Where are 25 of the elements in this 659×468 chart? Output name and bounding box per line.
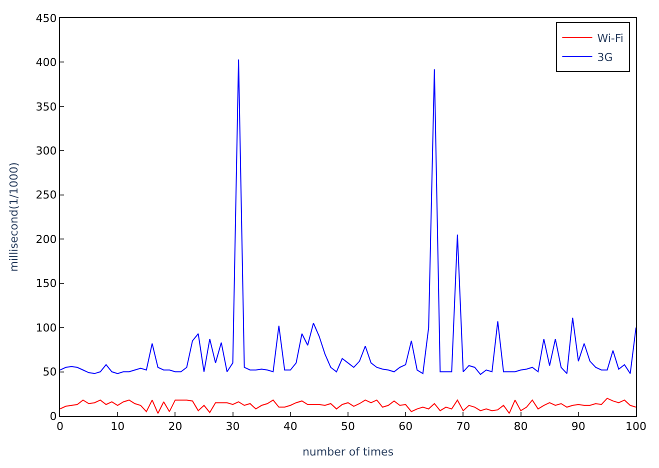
y-tick-label: 0: [50, 410, 57, 423]
legend-label: Wi-Fi: [597, 32, 624, 45]
x-tick-label: 90: [571, 420, 586, 434]
x-tick-label: 50: [341, 420, 355, 434]
x-axis-title: number of times: [302, 445, 394, 458]
y-tick-label: 200: [36, 232, 57, 246]
y-tick-label: 150: [36, 277, 57, 290]
x-tick-label: 70: [456, 420, 470, 434]
x-tick-label: 100: [626, 420, 646, 434]
y-tick-label: 300: [36, 144, 57, 158]
x-tick-label: 40: [283, 420, 298, 434]
x-tick-label: 10: [110, 420, 125, 434]
x-tick-label: 60: [398, 420, 413, 434]
y-tick-label: 400: [36, 56, 57, 70]
x-tick-label: 30: [226, 420, 240, 434]
legend-label: 3G: [597, 50, 613, 64]
y-tick-label: 50: [42, 366, 57, 379]
y-tick-label: 250: [36, 188, 57, 202]
y-tick-label: 450: [36, 12, 57, 25]
line-series: [60, 398, 636, 414]
x-tick-label: 20: [168, 420, 182, 434]
y-axis-title: millisecond(1/1000): [7, 162, 20, 272]
y-tick-label: 100: [36, 321, 57, 334]
x-tick-label: 80: [514, 420, 528, 434]
y-tick-label: 350: [36, 100, 57, 114]
